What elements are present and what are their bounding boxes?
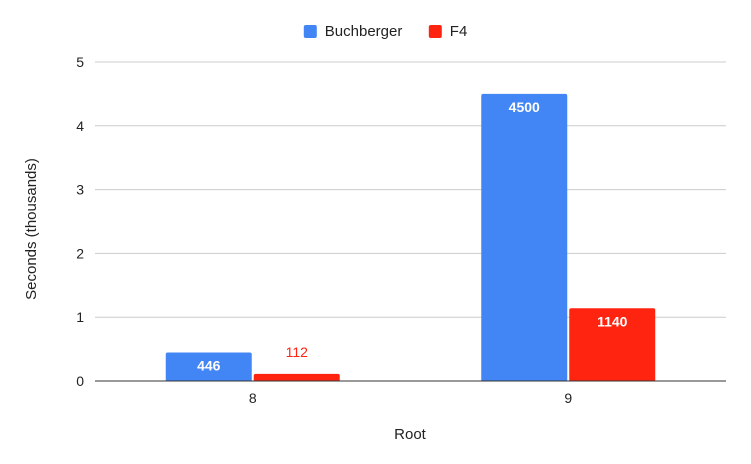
y-axis-title: Seconds (thousands) — [23, 158, 40, 300]
y-tick-label: 2 — [76, 245, 84, 261]
x-tick-label: 9 — [564, 390, 572, 406]
y-tick-label: 5 — [76, 54, 84, 70]
legend-swatch-f4 — [428, 25, 442, 38]
legend-label-buchberger: Buchberger — [325, 23, 403, 40]
data-label-f4-9: 1140 — [597, 313, 628, 329]
x-axis-title: Root — [394, 426, 427, 443]
legend: Buchberger F4 — [303, 23, 468, 40]
bar-buchberger-8 — [165, 352, 252, 381]
data-label-buchberger-8: 446 — [197, 358, 221, 374]
y-tick-label: 0 — [76, 373, 84, 389]
y-tick-label: 3 — [76, 182, 84, 198]
y-axis-ticks: 0 1 2 3 4 5 — [76, 54, 84, 389]
legend-swatch-buchberger — [303, 25, 317, 38]
bar-f4-8 — [253, 373, 340, 381]
bar-f4-9 — [569, 308, 656, 381]
x-tick-label: 8 — [249, 390, 257, 406]
bar-data-labels: 446 112 4500 1140 — [197, 99, 628, 374]
gridlines — [95, 61, 726, 318]
legend-label-f4: F4 — [450, 23, 468, 40]
y-tick-label: 4 — [76, 118, 84, 134]
y-tick-label: 1 — [76, 309, 84, 325]
data-label-buchberger-9: 4500 — [509, 99, 540, 115]
data-label-f4-8: 112 — [286, 344, 309, 360]
bars — [165, 93, 656, 382]
bar-buchberger-9 — [481, 93, 568, 382]
